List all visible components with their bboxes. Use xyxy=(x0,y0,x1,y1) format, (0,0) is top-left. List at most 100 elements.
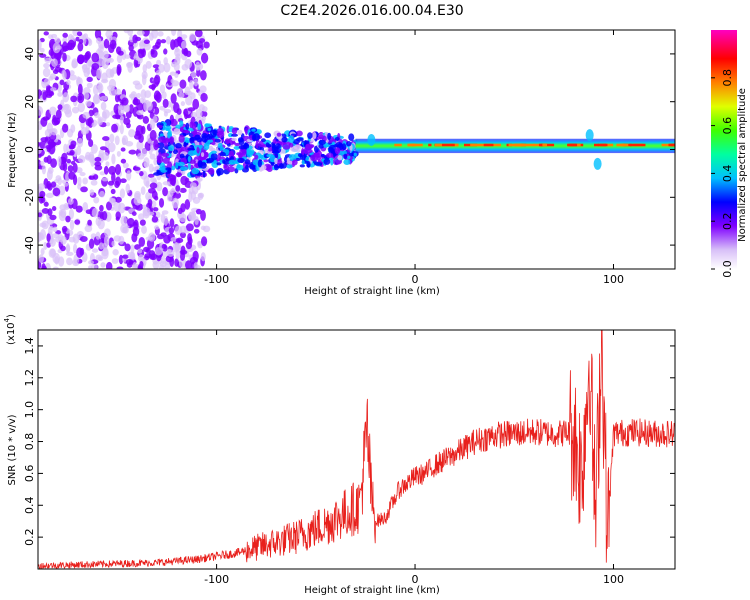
spectrogram-xlabel: Height of straight line (km) xyxy=(304,286,440,297)
signal-peak xyxy=(577,143,581,147)
spectrogram-cell xyxy=(239,147,247,156)
spectrogram-cell xyxy=(190,70,197,79)
spectrogram-cell xyxy=(133,196,142,206)
snr-xlabel: Height of straight line (km) xyxy=(304,585,440,596)
spectrogram-cell xyxy=(123,30,131,34)
spectrogram-cell xyxy=(179,120,184,127)
signal-peak xyxy=(441,143,455,147)
spectrogram-transition-band xyxy=(153,119,359,179)
spectrogram-cell xyxy=(229,156,234,161)
spectrogram-cell xyxy=(51,58,58,67)
spectrogram-cell xyxy=(197,123,202,131)
spectrogram-cell xyxy=(145,236,153,241)
spectrogram-cell xyxy=(77,102,86,113)
spectrogram-cell xyxy=(177,161,185,167)
spectrogram-cell xyxy=(116,66,121,76)
spectrogram-cell xyxy=(164,261,171,269)
spectrogram-cell xyxy=(214,138,221,143)
spectrogram-cell xyxy=(138,49,145,59)
colorbar-tick-label: 0.6 xyxy=(721,117,734,135)
snr-data-point xyxy=(573,431,574,432)
spectrogram-cell xyxy=(114,93,120,103)
spectrogram-cell xyxy=(43,201,49,207)
spectrogram-cell xyxy=(137,248,143,254)
spectrogram-cell xyxy=(147,199,153,207)
spectrogram-cell xyxy=(238,138,245,146)
spectrogram-cell xyxy=(128,93,136,99)
snr-frame xyxy=(37,329,676,570)
spectrogram-cell xyxy=(55,109,62,120)
spectrogram-cell xyxy=(105,261,113,269)
snr-data-point xyxy=(434,465,435,466)
spectrogram-cell xyxy=(107,57,114,63)
snr-axes: -100 0 100 0.2 0.4 0.6 0.8 1.0 1.2 1.4 xyxy=(23,330,675,586)
spectrogram-cell xyxy=(251,128,256,132)
spectrogram-cell xyxy=(101,248,109,260)
spectrogram-cell xyxy=(178,134,185,143)
spectrogram-cell xyxy=(79,172,86,177)
snr-data-point xyxy=(613,433,614,434)
spectrogram-cell xyxy=(141,148,148,157)
spectrogram-cell xyxy=(310,154,318,162)
spectrogram-cell xyxy=(83,56,88,64)
spectrogram-cell xyxy=(163,48,168,55)
spectrogram-cell xyxy=(234,142,240,147)
snr-data-point xyxy=(196,559,197,560)
spectrogram-cell xyxy=(165,35,171,45)
colorbar-tick-label: 0.8 xyxy=(721,69,734,87)
spectrogram-cell xyxy=(126,170,132,181)
spectrogram-cell xyxy=(282,144,291,150)
spectrogram-cell xyxy=(107,180,115,186)
snr-panel: -100 0 100 0.2 0.4 0.6 0.8 1.0 1.2 1.4 Height of … xyxy=(3,314,676,596)
spectrogram-cell xyxy=(100,95,108,101)
spectrogram-cell xyxy=(57,234,64,243)
spectrogram-cell xyxy=(60,208,67,218)
spectrogram-cell xyxy=(187,162,191,170)
spectrogram-cell xyxy=(169,177,176,186)
spectrogram-cell xyxy=(45,192,54,199)
spectrogram-cell xyxy=(88,139,94,147)
spectrogram-cell xyxy=(38,183,46,190)
spectrogram-cell xyxy=(99,146,108,151)
spectrogram-cell xyxy=(52,114,57,123)
spectrogram-cell xyxy=(196,146,200,154)
spectrogram-cell xyxy=(55,175,62,181)
spectrogram-cell xyxy=(128,44,134,52)
spectrogram-cell xyxy=(38,254,44,263)
spectrogram-cell xyxy=(161,243,167,250)
spectrogram-cell xyxy=(48,225,54,231)
spectrogram-cell xyxy=(185,241,193,250)
spectrogram-cell xyxy=(140,186,146,196)
spectrogram-cell xyxy=(83,91,90,100)
signal-peak xyxy=(492,143,501,147)
snr-data-point xyxy=(367,433,368,434)
spectrogram-cell xyxy=(231,141,236,145)
spectrogram-cell xyxy=(125,141,134,147)
spectrogram-cell xyxy=(187,147,196,151)
spectrogram-cell xyxy=(50,158,57,168)
spectrogram-cell xyxy=(318,139,326,145)
spectrogram-cell xyxy=(62,92,70,103)
spectrogram-cell xyxy=(318,143,325,149)
spectrogram-cell xyxy=(187,150,196,156)
spectrogram-cell xyxy=(153,225,160,230)
spectrogram-cell xyxy=(199,38,206,44)
spectrogram-cell xyxy=(57,104,63,111)
spectrogram-cell xyxy=(111,240,116,247)
spectrogram-cell xyxy=(293,144,302,150)
colorbar-tick-label: 0.2 xyxy=(721,212,734,230)
spectrogram-cell xyxy=(245,164,249,170)
spectrogram-cell xyxy=(137,113,144,120)
spectrogram-cell xyxy=(60,245,66,252)
spectrogram-cell xyxy=(111,172,116,183)
signal-peak xyxy=(603,143,614,147)
spectrogram-cell xyxy=(78,155,86,164)
spectrogram-cell xyxy=(85,125,90,134)
spectrogram-cell xyxy=(88,265,93,269)
spectrogram-cell xyxy=(124,54,131,59)
spectrogram-cell xyxy=(216,127,224,136)
spectrogram-cell xyxy=(154,247,163,256)
spectrogram-cell xyxy=(180,203,186,213)
spectrogram-cell xyxy=(73,243,78,254)
spectrogram-cell xyxy=(307,132,313,140)
